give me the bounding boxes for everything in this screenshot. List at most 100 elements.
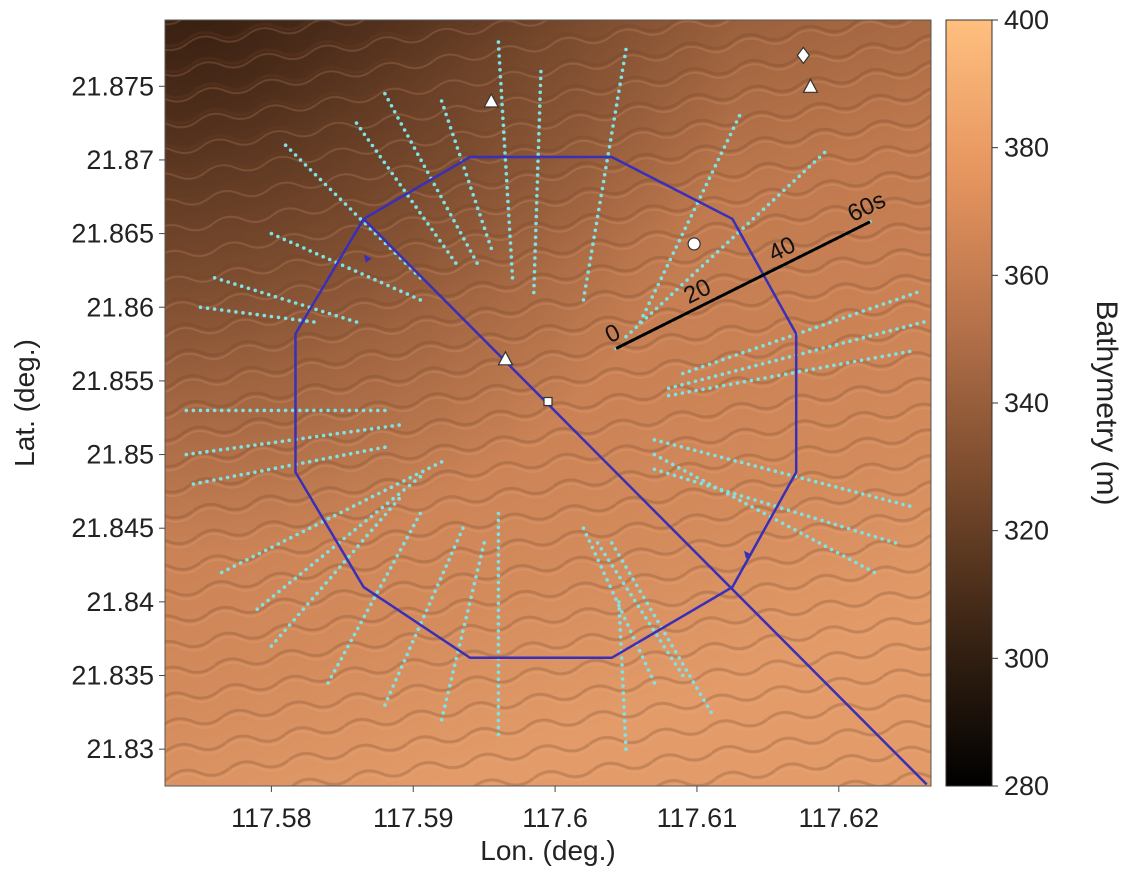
track-point <box>690 273 694 278</box>
track-point <box>887 353 891 358</box>
track-point <box>198 480 202 485</box>
track-point <box>394 177 399 181</box>
track-point <box>442 105 446 110</box>
track-point <box>282 539 287 543</box>
track-point <box>347 266 351 271</box>
track-point <box>659 439 663 444</box>
track-point <box>402 128 407 132</box>
track-point <box>828 344 832 349</box>
track-point <box>388 507 392 512</box>
track-point <box>677 238 682 243</box>
track-point <box>385 572 390 576</box>
track-point <box>280 439 285 444</box>
track-point <box>658 639 663 643</box>
track-point <box>218 448 223 452</box>
track-point <box>617 603 621 608</box>
track-point <box>382 578 386 582</box>
track-point <box>880 354 884 359</box>
track-point <box>427 466 431 471</box>
track-point <box>510 276 515 280</box>
track-point <box>390 171 395 176</box>
track-point <box>801 330 805 334</box>
track-point <box>305 319 309 323</box>
track-point <box>473 199 478 204</box>
track-point <box>681 371 685 376</box>
track-point <box>266 467 271 472</box>
track-point <box>503 158 508 162</box>
track-point <box>496 622 501 626</box>
track-point <box>535 194 539 198</box>
track-point <box>868 306 872 311</box>
track-point <box>677 668 681 672</box>
track-point <box>274 639 278 643</box>
track-point <box>672 473 677 478</box>
x-tick-label: 117.62 <box>799 803 880 833</box>
track-point <box>620 677 625 681</box>
track-point <box>269 408 274 413</box>
track-point <box>716 157 721 162</box>
track-point <box>507 213 511 218</box>
track-point <box>700 264 705 268</box>
track-point <box>424 608 429 613</box>
track-point <box>383 445 387 450</box>
track-point <box>834 485 838 489</box>
track-point <box>787 355 792 359</box>
track-point <box>848 339 852 344</box>
track-point <box>436 583 440 587</box>
track-point <box>448 212 453 217</box>
track-point <box>675 287 679 292</box>
track-point <box>691 680 696 684</box>
track-point <box>841 316 846 320</box>
track-point <box>692 448 697 453</box>
track-point <box>496 732 501 737</box>
track-point <box>645 601 650 606</box>
colorbar-tick-label: 360 <box>1004 260 1049 290</box>
track-point <box>901 295 906 299</box>
track-point <box>823 544 828 548</box>
track-point <box>505 185 509 190</box>
track-point <box>232 474 237 478</box>
track-point <box>342 536 347 541</box>
track-point <box>638 320 642 324</box>
track-point <box>426 222 430 226</box>
track-point <box>402 479 406 483</box>
colorbar-tick-label: 280 <box>1004 771 1049 801</box>
track-point <box>861 335 866 340</box>
track-point <box>289 240 293 244</box>
track-point <box>742 379 747 384</box>
track-point <box>761 344 765 348</box>
track-point <box>336 662 340 667</box>
track-point <box>457 643 462 647</box>
track-point <box>433 589 437 594</box>
track-point <box>397 496 401 501</box>
track-point <box>345 507 350 512</box>
track-point <box>269 231 274 236</box>
track-point <box>219 308 224 312</box>
track-point <box>246 444 250 448</box>
track-point <box>659 276 664 281</box>
track-point <box>496 539 501 543</box>
track-point <box>328 455 333 460</box>
track-point <box>346 644 350 649</box>
track-point <box>441 711 446 715</box>
track-point <box>475 261 479 265</box>
track-point <box>644 616 648 620</box>
track-point <box>496 40 501 44</box>
track-point <box>304 567 308 572</box>
track-point <box>287 623 292 627</box>
track-point <box>383 703 387 707</box>
track-point <box>504 172 509 176</box>
track-point <box>283 143 288 147</box>
track-point <box>601 179 606 184</box>
track-point <box>427 602 432 606</box>
track-point <box>774 358 778 363</box>
track-point <box>599 565 603 569</box>
track-point <box>689 213 694 218</box>
track-direction-arrows <box>363 254 753 559</box>
track-point <box>497 47 501 51</box>
track-point <box>822 150 827 155</box>
track-point <box>848 313 852 318</box>
track-point <box>753 464 757 468</box>
track-point <box>338 565 342 569</box>
x-tick-label: 117.58 <box>231 803 312 833</box>
